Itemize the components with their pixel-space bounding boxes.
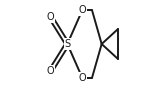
Text: O: O [79, 5, 86, 15]
Text: O: O [79, 73, 86, 83]
Text: S: S [64, 39, 70, 49]
Text: O: O [47, 66, 54, 76]
Text: O: O [47, 12, 54, 22]
